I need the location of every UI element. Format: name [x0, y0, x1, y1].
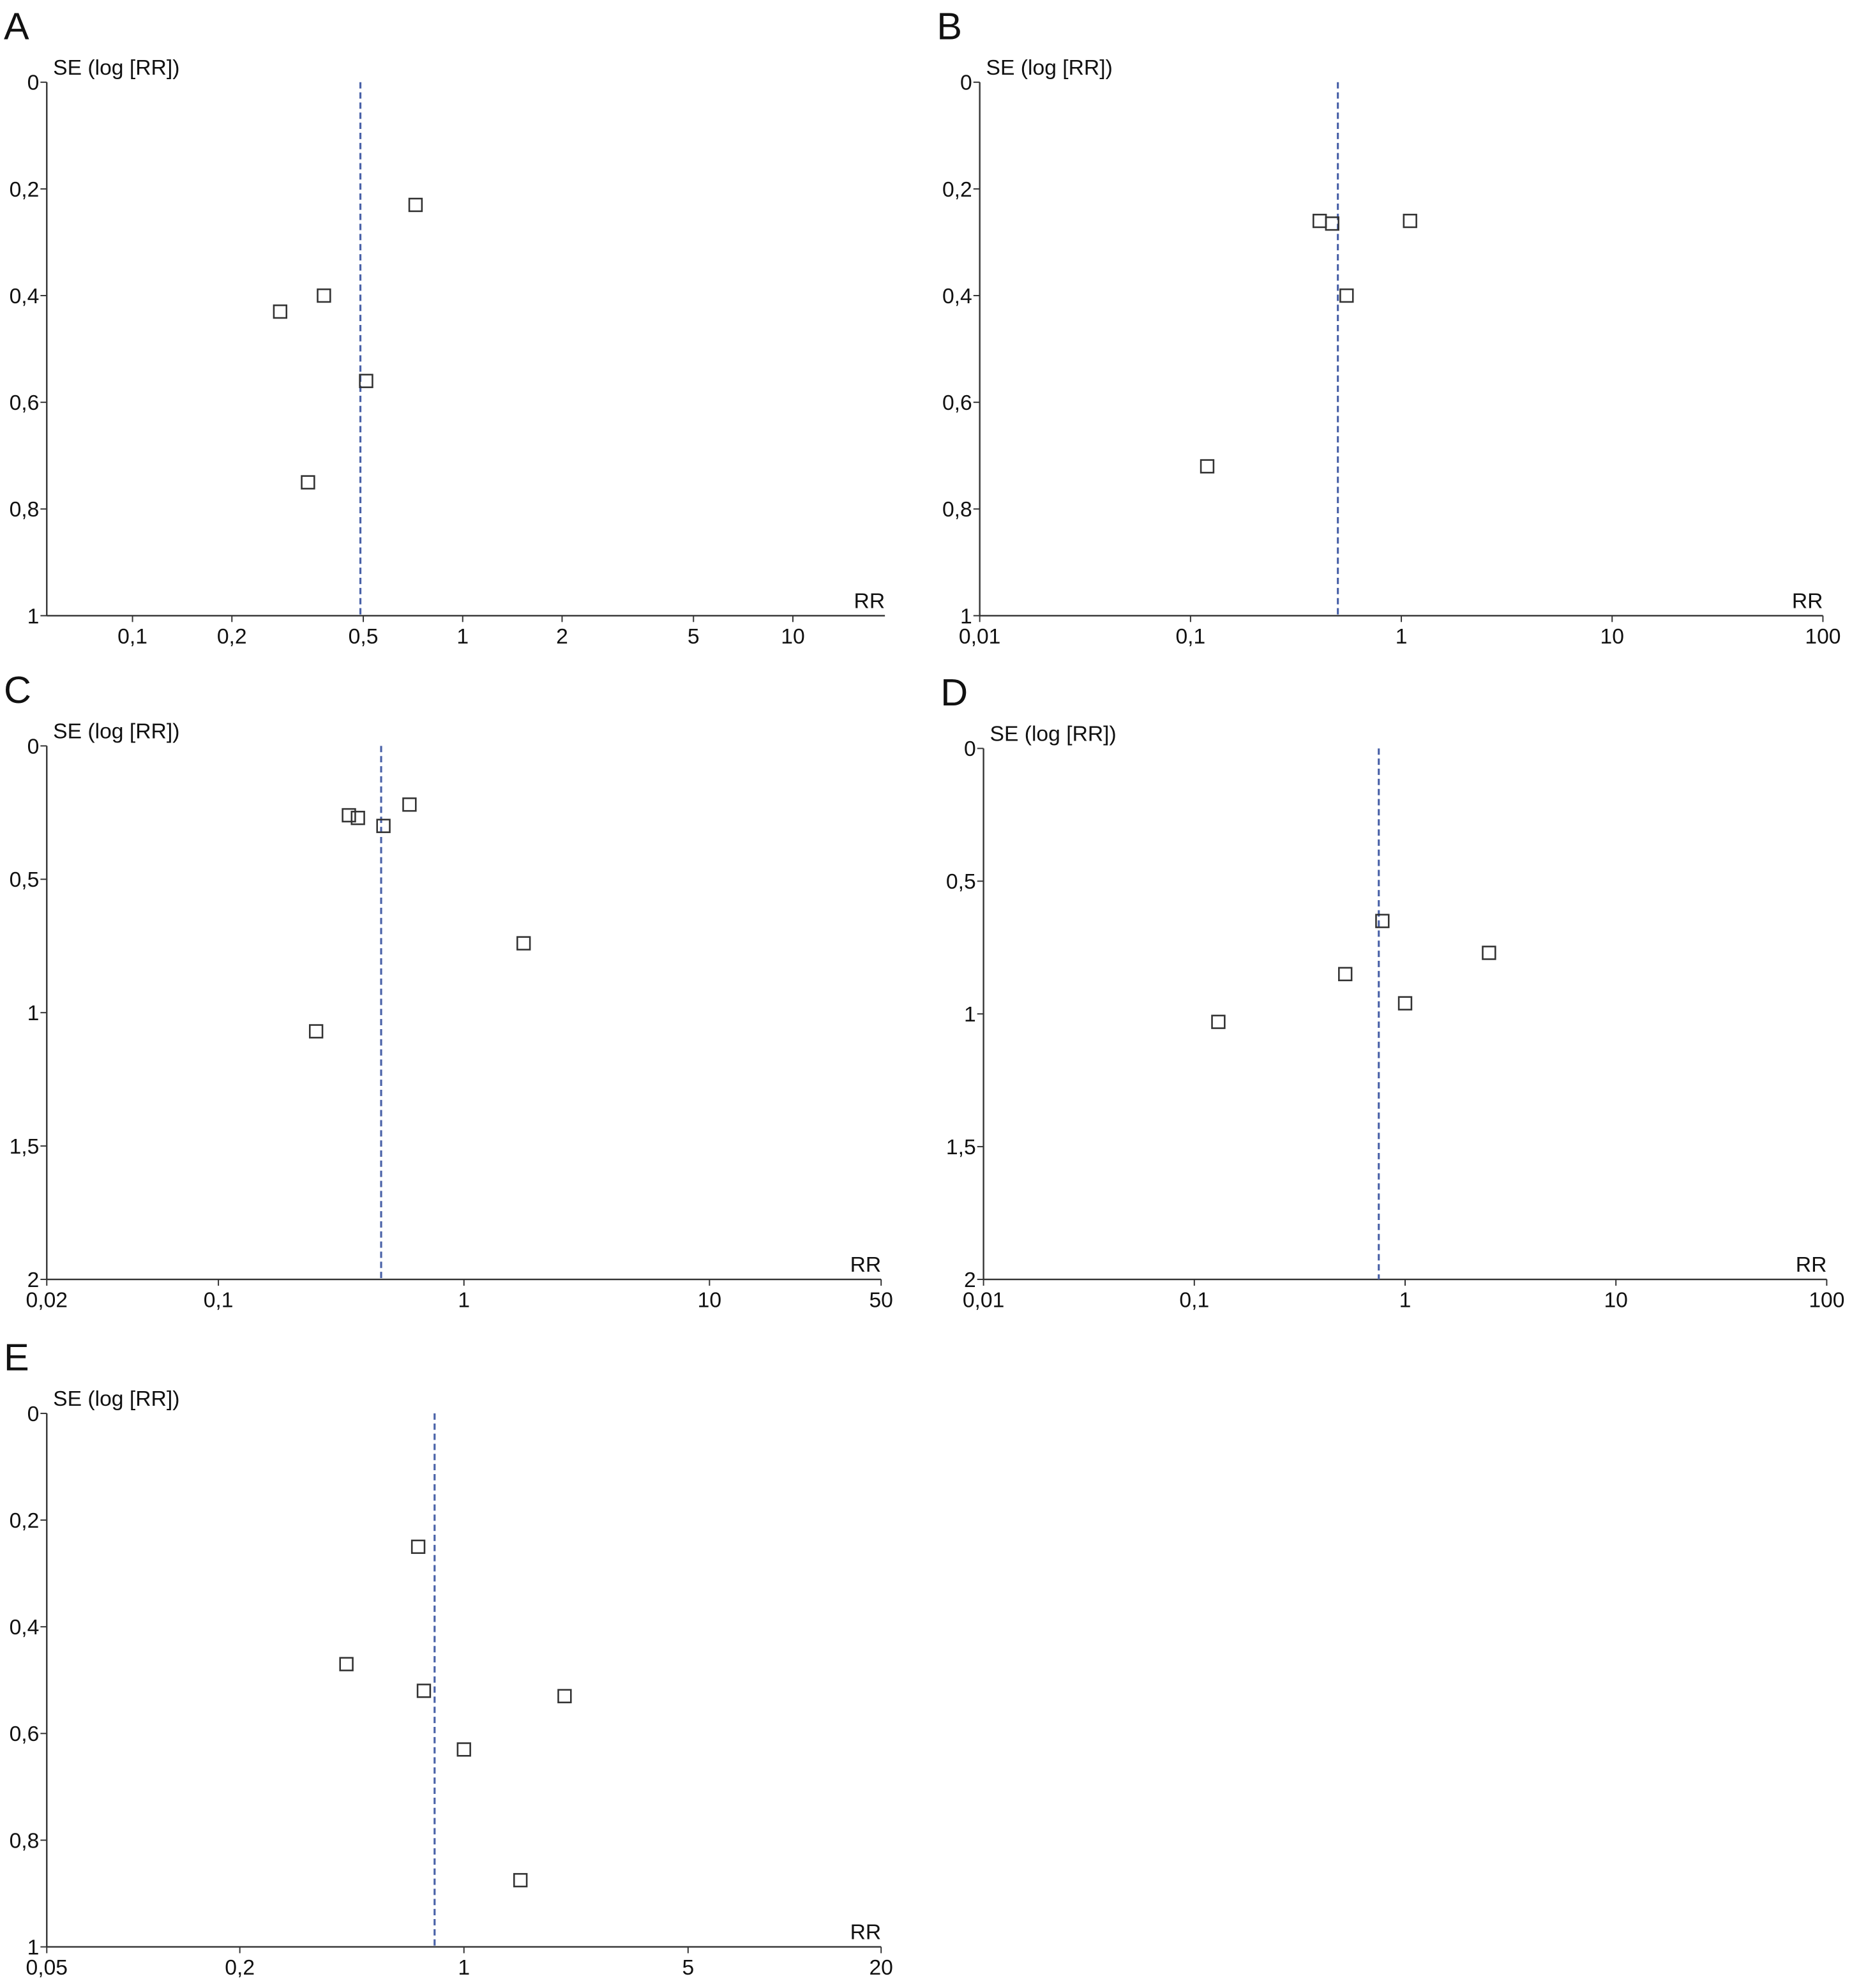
x-tick-label: 1: [456, 625, 469, 649]
x-axis-title: RR: [854, 590, 885, 614]
study-point: [350, 811, 365, 825]
x-axis-title: RR: [850, 1921, 882, 1945]
study-point: [557, 1689, 572, 1704]
x-tick-label: 5: [688, 625, 700, 649]
study-point: [273, 304, 288, 319]
x-tick-label: 0,1: [117, 625, 147, 649]
study-point: [1397, 996, 1413, 1011]
y-tick-label: 0: [27, 1403, 40, 1426]
study-point: [416, 1683, 432, 1698]
y-tick-label: 0,2: [10, 1509, 40, 1533]
study-point: [317, 288, 331, 303]
y-tick-label: 1,5: [946, 1136, 976, 1159]
study-point: [1339, 288, 1354, 303]
study-point: [301, 475, 315, 490]
y-tick-label: 0,8: [10, 498, 40, 522]
x-tick-label: 1: [458, 1956, 470, 1980]
x-tick-label: 20: [869, 1956, 892, 1980]
y-axis-title: SE (log [RR]): [986, 56, 1113, 80]
y-tick-label: 0,5: [10, 868, 40, 892]
panel-label: E: [4, 1336, 29, 1379]
y-tick-label: 0: [27, 72, 40, 95]
study-point: [1375, 914, 1390, 928]
study-point: [1325, 216, 1339, 231]
study-point: [410, 1539, 426, 1555]
y-tick-label: 0: [964, 737, 976, 761]
study-point: [1482, 945, 1496, 960]
y-tick-label: 0,6: [942, 391, 972, 415]
study-point: [359, 373, 373, 388]
study-point: [1211, 1014, 1226, 1029]
study-point: [308, 1024, 324, 1039]
study-point: [376, 818, 391, 833]
x-tick-label: 0,01: [959, 625, 1001, 649]
x-tick-label: 2: [556, 625, 568, 649]
x-tick-label: 10: [1604, 1289, 1627, 1313]
x-axis-title: RR: [1792, 590, 1823, 614]
study-point: [1403, 213, 1417, 229]
y-tick-label: 0: [960, 72, 972, 95]
study-point: [1313, 213, 1327, 229]
x-tick-label: 0,01: [963, 1289, 1005, 1313]
y-tick-label: 0,2: [942, 178, 972, 202]
y-tick-label: 2: [27, 1269, 40, 1292]
y-tick-label: 0: [27, 735, 40, 758]
y-tick-label: 0,6: [10, 391, 40, 415]
y-tick-label: 2: [964, 1269, 976, 1292]
y-axis-title: SE (log [RR]): [53, 720, 179, 744]
x-axis-title: RR: [850, 1253, 882, 1277]
x-tick-label: 0,02: [26, 1289, 68, 1313]
y-tick-label: 0,4: [10, 285, 40, 308]
study-point: [1338, 967, 1353, 981]
x-tick-label: 0,2: [217, 625, 247, 649]
y-tick-label: 0,5: [946, 870, 976, 894]
y-tick-label: 0,4: [10, 1616, 40, 1639]
panel-label: B: [937, 4, 962, 47]
study-point: [513, 1872, 528, 1888]
y-tick-label: 1,5: [10, 1135, 40, 1159]
y-tick-label: 0,8: [10, 1829, 40, 1853]
x-tick-label: 10: [781, 625, 804, 649]
study-point: [402, 797, 417, 812]
x-tick-label: 0,1: [204, 1289, 234, 1313]
panel-label: A: [4, 4, 29, 47]
y-axis-title: SE (log [RR]): [53, 1387, 179, 1411]
y-tick-label: 0,2: [10, 178, 40, 202]
y-tick-label: 1: [27, 1936, 40, 1959]
y-tick-label: 1: [27, 605, 40, 628]
x-tick-label: 5: [682, 1956, 694, 1980]
x-tick-label: 0,1: [1175, 625, 1205, 649]
x-tick-label: 1: [1396, 625, 1408, 649]
x-tick-label: 0,2: [225, 1956, 255, 1980]
x-tick-label: 1: [1399, 1289, 1412, 1313]
y-axis-title: SE (log [RR]): [990, 722, 1117, 746]
x-tick-label: 0,5: [349, 625, 379, 649]
x-tick-label: 50: [869, 1289, 892, 1313]
study-point: [516, 936, 531, 951]
x-tick-label: 100: [1809, 1289, 1844, 1313]
x-tick-label: 100: [1805, 625, 1841, 649]
study-point: [1200, 459, 1215, 474]
x-tick-label: 0,1: [1179, 1289, 1209, 1313]
x-tick-label: 0,05: [26, 1956, 68, 1980]
x-tick-label: 1: [458, 1289, 470, 1313]
study-point: [408, 197, 423, 213]
y-tick-label: 1: [960, 605, 972, 628]
x-tick-label: 10: [1600, 625, 1624, 649]
study-point: [339, 1657, 354, 1671]
study-point: [456, 1742, 471, 1757]
y-axis-title: SE (log [RR]): [53, 56, 179, 80]
x-tick-label: 10: [698, 1289, 721, 1313]
panel-label: D: [940, 671, 968, 714]
y-tick-label: 1: [27, 1002, 40, 1025]
y-tick-label: 0,4: [942, 285, 972, 308]
y-tick-label: 0,8: [942, 498, 972, 522]
y-tick-label: 0,6: [10, 1722, 40, 1746]
y-tick-label: 1: [964, 1003, 976, 1027]
study-point: [342, 808, 356, 823]
panel-label: C: [4, 668, 31, 711]
x-axis-title: RR: [1796, 1253, 1827, 1277]
